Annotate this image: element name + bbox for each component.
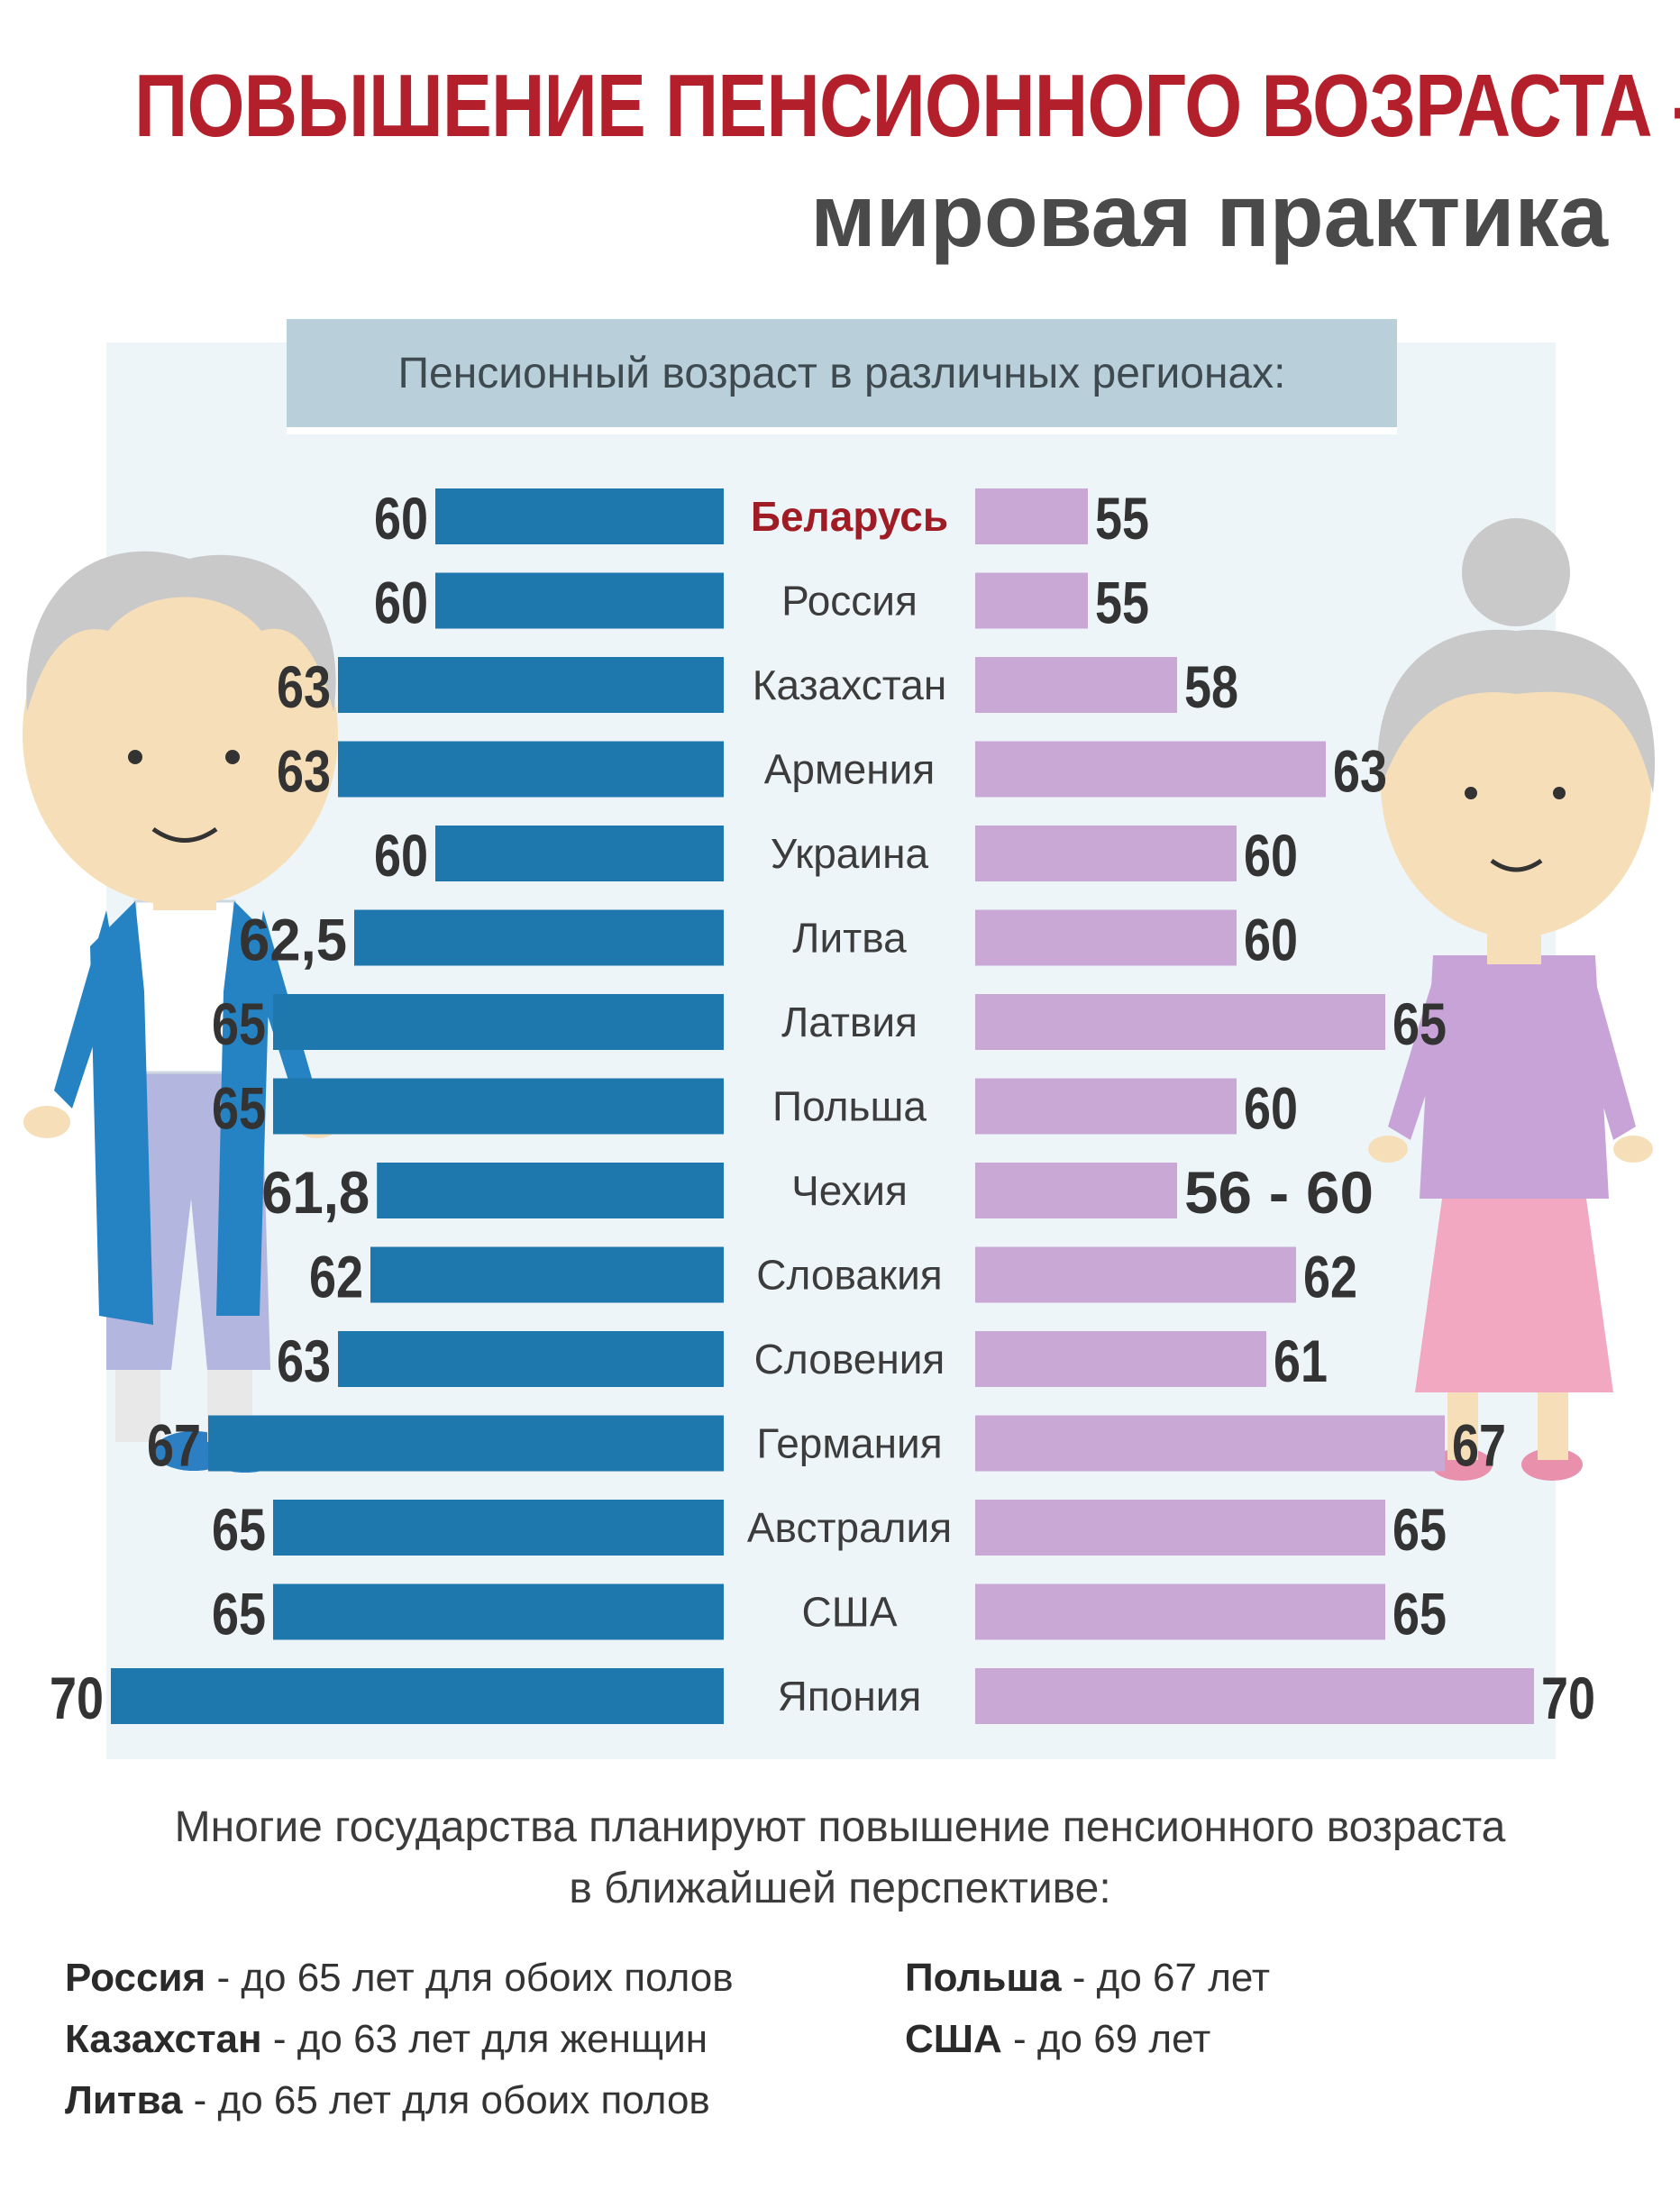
country-label-13: США [801,1589,897,1636]
women-value-label-7: 60 [1244,1075,1298,1142]
women-bar-3 [975,741,1326,798]
country-label-12: Австралия [747,1504,952,1551]
plan-note-right-1: Польша - до 67 лет [905,1956,1271,2000]
women-bar-8 [975,1163,1177,1218]
women-bar-14 [975,1668,1534,1724]
women-value-label-11: 67 [1452,1412,1506,1479]
men-value-label-6: 65 [212,990,266,1057]
men-bar-4 [435,826,724,881]
country-label-2: Казахстан [753,662,947,708]
women-value-label-9: 62 [1303,1244,1357,1310]
women-bar-6 [975,994,1385,1050]
women-bar-4 [975,826,1237,881]
women-value-label-2: 58 [1184,653,1238,720]
country-label-7: Польша [772,1083,927,1130]
men-value-label-10: 63 [277,1328,331,1394]
men-bar-7 [273,1078,724,1135]
men-value-label-2: 63 [277,653,331,720]
women-bar-9 [975,1246,1296,1303]
men-bar-13 [273,1583,724,1640]
country-label-10: Словения [754,1336,945,1382]
retirement-age-chart: 60 55 Беларусь 60 55 Россия 63 58 Казахстан 63 63 А… [23,485,1656,1731]
women-bar-2 [975,657,1177,713]
men-value-label-11: 67 [147,1412,201,1479]
chart-heading: Пенсионный возраст в различных регионах: [397,349,1286,397]
men-bar-0 [435,488,724,544]
men-value-label-1: 60 [374,570,428,636]
country-label-14: Япония [778,1673,922,1720]
men-bar-8 [377,1163,724,1218]
men-value-label-0: 60 [374,485,428,552]
men-bar-14 [111,1668,724,1724]
country-label-4: Украина [771,830,929,877]
country-label-3: Армения [764,746,935,793]
plan-note-left-2: Казахстан - до 63 лет для женщин [65,2017,708,2061]
country-label-9: Словакия [756,1252,942,1299]
men-value-label-4: 60 [374,822,428,889]
women-value-label-1: 55 [1095,570,1149,636]
men-value-label-7: 65 [212,1075,266,1142]
elderly-man-illustration [23,551,341,1473]
women-bar-0 [975,488,1088,544]
country-label-1: Россия [781,578,918,625]
men-bar-11 [208,1415,724,1472]
men-value-label-13: 65 [212,1581,266,1647]
women-bar-13 [975,1583,1385,1640]
women-value-label-8: 56 - 60 [1184,1159,1374,1226]
chart-heading-box: Пенсионный возраст в различных регионах: [287,319,1397,434]
men-bar-1 [435,572,724,629]
men-bar-5 [354,909,724,966]
page-title: ПОВЫШЕНИЕ ПЕНСИОННОГО ВОЗРАСТА - [134,56,1680,155]
men-bar-2 [338,657,724,713]
men-value-label-9: 62 [309,1244,363,1310]
country-label-11: Германия [756,1420,942,1467]
women-bar-5 [975,909,1237,966]
footer-line-1: Многие государства планируют повышение п… [174,1803,1506,1851]
women-value-label-3: 63 [1333,738,1387,805]
chart-bars: 60 55 Беларусь 60 55 Россия 63 58 Казахстан 63 63 А… [50,485,1595,1731]
women-value-label-0: 55 [1095,485,1149,552]
plan-note-left-1: Россия - до 65 лет для обоих полов [65,1956,734,2000]
women-value-label-5: 60 [1244,907,1298,973]
elderly-woman-illustration [1368,518,1656,1481]
women-bar-1 [975,572,1088,629]
men-bar-10 [338,1331,724,1387]
women-bar-10 [975,1331,1266,1387]
country-label-6: Латвия [781,999,918,1045]
men-bar-6 [273,994,724,1050]
plan-note-left-3: Литва - до 65 лет для обоих полов [65,2078,710,2122]
women-bar-11 [975,1415,1445,1472]
plan-note-right-2: США - до 69 лет [905,2017,1211,2061]
men-value-label-12: 65 [212,1496,266,1563]
men-value-label-5: 62,5 [239,907,347,973]
footer-line-2: в ближайшей перспективе: [569,1865,1111,1912]
women-value-label-12: 65 [1392,1496,1447,1563]
country-label-0: Беларусь [751,493,948,540]
men-bar-12 [273,1500,724,1556]
men-bar-3 [338,741,724,798]
women-value-label-14: 70 [1541,1665,1595,1731]
men-value-label-14: 70 [50,1665,104,1731]
women-value-label-4: 60 [1244,822,1298,889]
men-bar-9 [370,1246,724,1303]
women-value-label-13: 65 [1392,1581,1447,1647]
women-bar-12 [975,1500,1385,1556]
women-bar-7 [975,1078,1237,1135]
country-label-8: Чехия [791,1167,908,1214]
women-value-label-6: 65 [1392,990,1447,1057]
men-value-label-3: 63 [277,738,331,805]
men-value-label-8: 61,8 [261,1159,370,1226]
women-value-label-10: 61 [1274,1328,1328,1394]
page-subtitle: мировая практика [810,166,1608,265]
country-label-5: Литва [792,915,907,962]
